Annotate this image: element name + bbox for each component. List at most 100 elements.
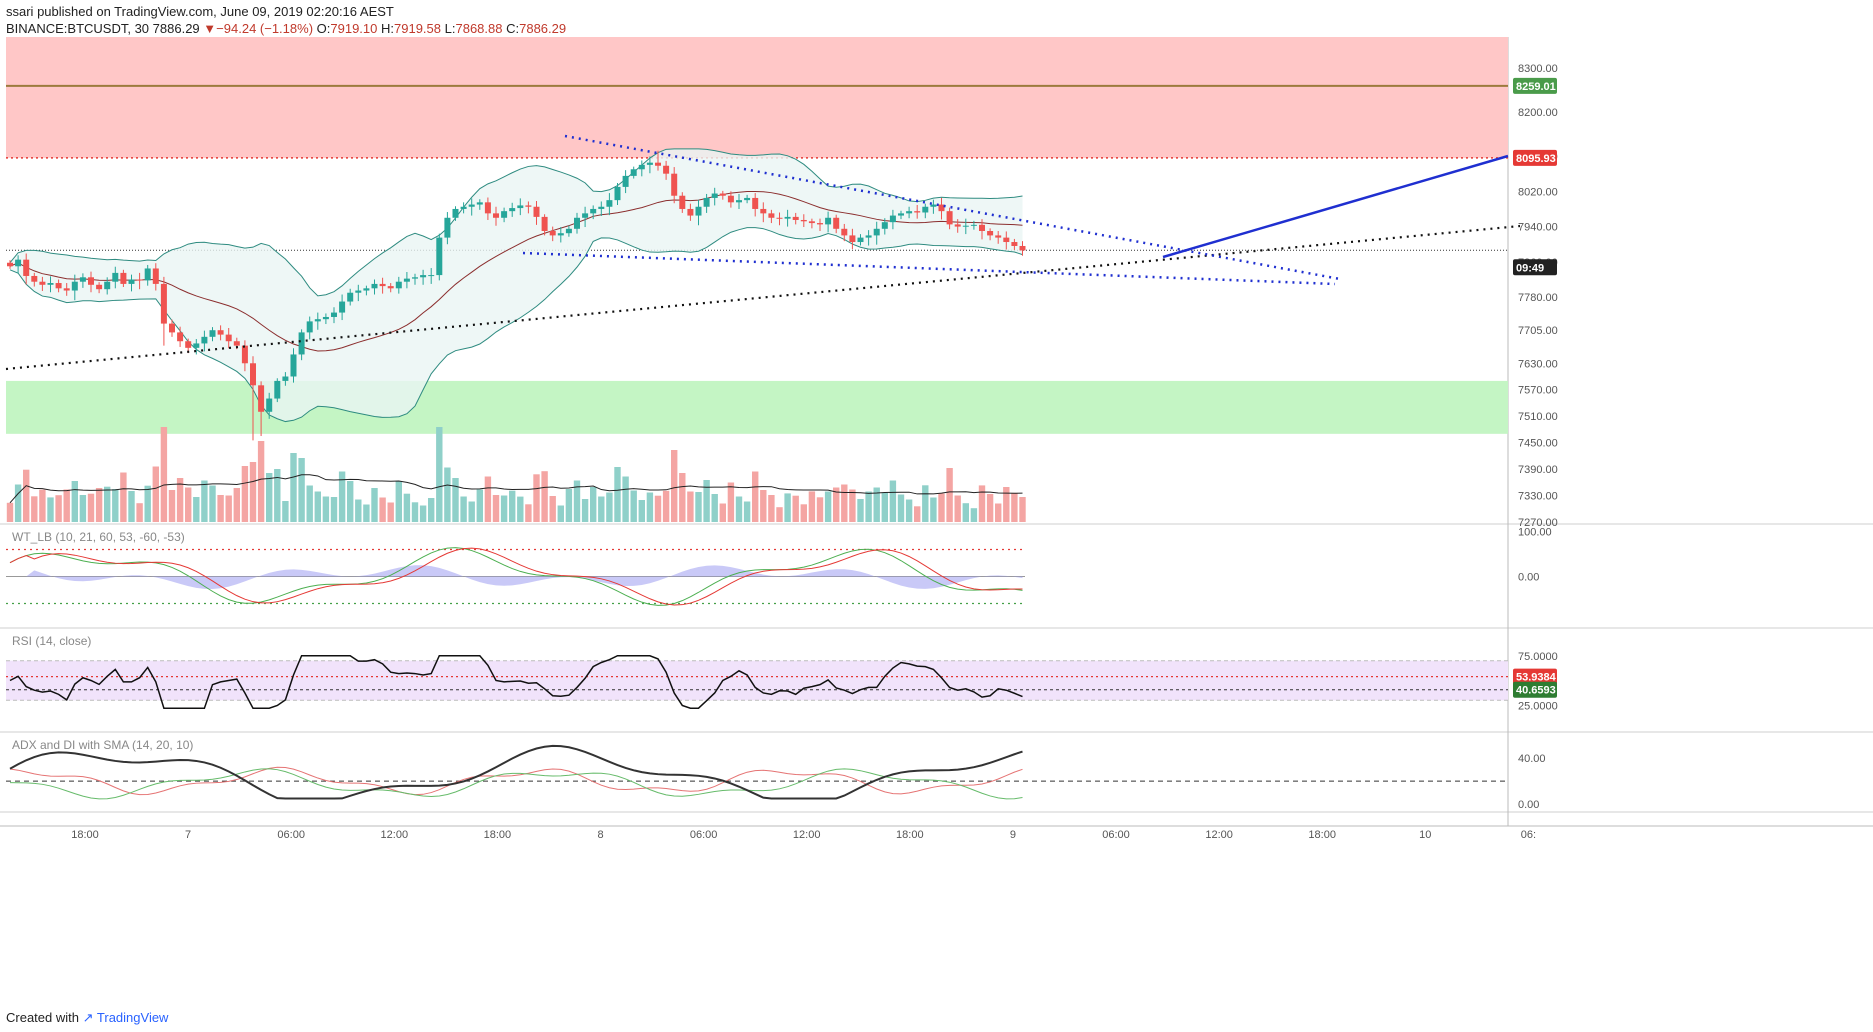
candle-body	[833, 217, 840, 229]
volume-bar	[282, 501, 289, 522]
volume-bar	[330, 497, 338, 522]
resistance-zone	[6, 37, 1508, 158]
candle-body	[493, 213, 499, 218]
price-tick-label: 8200.00	[1518, 107, 1558, 119]
volume-bar	[379, 497, 386, 522]
open-value: 7919.10	[330, 21, 378, 36]
candle-body	[39, 281, 46, 285]
candle-body	[987, 231, 994, 236]
volume-bar	[946, 468, 953, 522]
candle-body	[233, 341, 240, 346]
candle-body	[938, 204, 945, 212]
tradingview-link[interactable]: TradingView	[96, 1010, 169, 1025]
volume-bar	[428, 498, 435, 522]
high-label: H:	[381, 21, 395, 36]
candle-body	[719, 193, 726, 196]
di-minus-line	[9, 766, 1023, 796]
countdown-tag: 09:49	[1516, 262, 1544, 274]
indicator-tick-label: 100.00	[1518, 527, 1552, 539]
candle-body	[922, 206, 929, 213]
volume-bar	[711, 494, 718, 522]
time-tick-label: 18:00	[1308, 829, 1336, 841]
volume-bar	[1003, 487, 1010, 522]
volume-bar	[800, 504, 807, 522]
volume-bar	[549, 496, 556, 522]
adx-line	[9, 744, 1023, 800]
candle-body	[760, 208, 767, 214]
volume-bar	[533, 474, 540, 522]
candle-body	[695, 206, 702, 216]
candle-body	[160, 283, 167, 324]
candle-body	[541, 216, 548, 231]
candle-body	[817, 223, 823, 225]
volume-bar	[816, 497, 824, 522]
volume-bar	[808, 491, 816, 522]
time-tick-label: 7	[185, 829, 191, 841]
last-price-tag-bg	[1513, 242, 1557, 259]
published-text: published on TradingView.com, June 09, 2…	[37, 4, 394, 19]
candle-body	[428, 275, 435, 277]
volume-bar	[727, 482, 735, 522]
time-tick-label: 06:00	[277, 829, 305, 841]
candle-body	[1003, 237, 1010, 243]
indicator-tick-label: 0.00	[1518, 572, 1539, 584]
volume-bar	[476, 489, 483, 522]
volume-bar	[889, 480, 897, 522]
candle-body	[881, 222, 888, 229]
wt1-line	[9, 547, 1023, 606]
time-tick-label: 06:	[1521, 829, 1536, 841]
volume-bar	[363, 504, 370, 522]
candle-body	[889, 215, 896, 223]
candle-body	[663, 165, 670, 174]
volume-bar	[112, 489, 119, 522]
candle-body	[606, 200, 613, 207]
candle-body	[460, 206, 467, 209]
candle-body	[873, 228, 880, 236]
candle-body	[169, 323, 175, 333]
volume-bar	[897, 494, 905, 522]
candle-body	[752, 197, 759, 209]
time-tick-label: 12:00	[381, 829, 409, 841]
countdown-tag-bg	[1513, 259, 1557, 276]
candle-body	[484, 202, 491, 214]
volume-bar	[833, 487, 840, 522]
candle-body	[703, 197, 710, 207]
volume-bar	[63, 489, 70, 522]
volume-bar	[687, 491, 694, 522]
volume-bar	[492, 495, 500, 522]
wt-histogram	[10, 565, 1023, 589]
author-name[interactable]: ssari	[6, 4, 34, 19]
volume-bar	[347, 481, 354, 522]
candle-body	[241, 345, 248, 364]
volume-bar	[849, 489, 856, 522]
indicator-tick-label: 40.00	[1518, 753, 1546, 765]
candle-body	[865, 235, 872, 238]
volume-bar	[395, 481, 402, 522]
candle-body	[784, 216, 791, 219]
volume-bar	[671, 450, 678, 522]
candle-body	[557, 233, 564, 236]
volume-bar	[938, 493, 945, 522]
candle-body	[898, 213, 904, 216]
candle-body	[71, 281, 78, 291]
candle-body	[792, 216, 799, 220]
candle-body	[403, 278, 410, 282]
close-value: 7886.29	[519, 21, 567, 36]
candle-body	[395, 281, 402, 289]
volume-bar	[468, 501, 475, 522]
candle-body	[727, 195, 734, 203]
volume-bar	[581, 499, 589, 522]
symbol-label: BINANCE:BTCUSDT, 30	[6, 21, 150, 36]
price-tick-label: 7510.00	[1518, 411, 1558, 423]
volume-bar	[1011, 492, 1018, 522]
volume-bar	[654, 495, 662, 522]
rsi-upper-tag-bg	[1513, 668, 1557, 685]
rsi-upper-tag: 53.9384	[1516, 672, 1557, 684]
green-level-tag-bg	[1513, 77, 1557, 94]
candle-body	[209, 330, 216, 337]
indicator-tick-label: 75.0000	[1518, 651, 1558, 663]
candle-body	[355, 290, 362, 293]
created-with-label: Created with	[6, 1010, 79, 1025]
volume-bar	[120, 472, 127, 522]
